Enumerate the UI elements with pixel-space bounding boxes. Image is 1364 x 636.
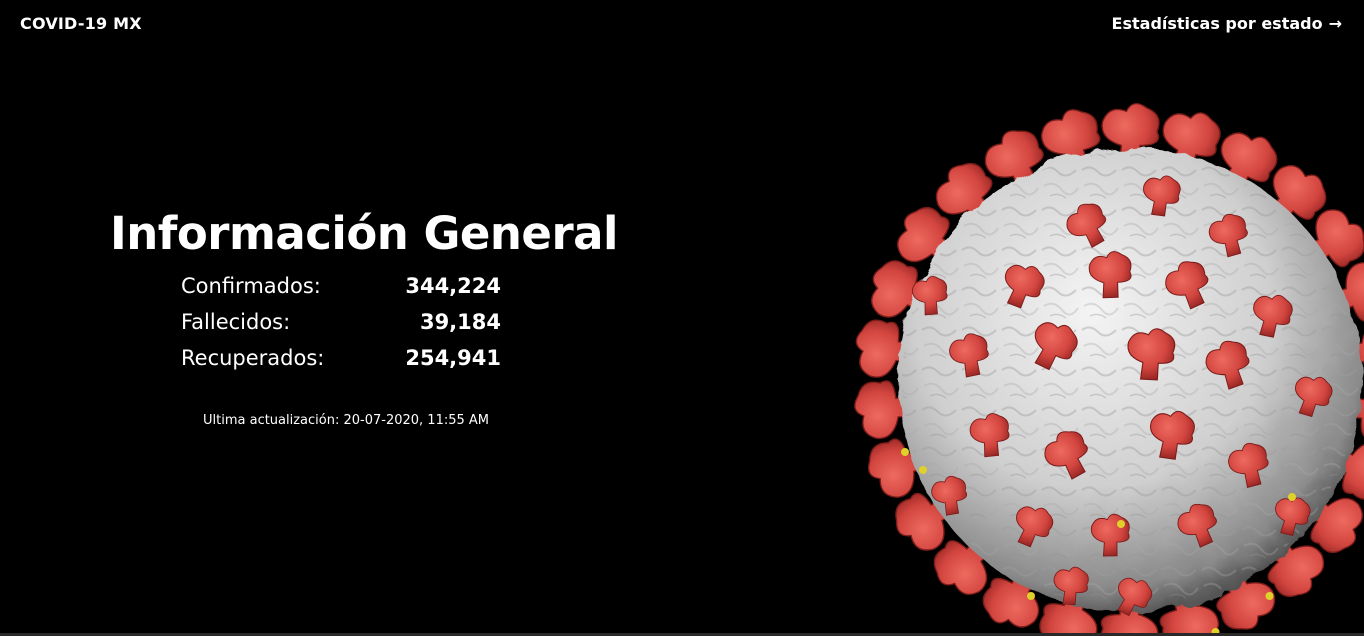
virus-spikes-front (911, 175, 1333, 617)
virus-spike (911, 276, 948, 316)
virus-spike (1165, 261, 1209, 310)
virus-spike (1127, 328, 1176, 381)
last-updated-text: Ultima actualización: 20-07-2020, 11:55 … (203, 413, 490, 428)
virus-spike (969, 413, 1010, 458)
state-statistics-link[interactable]: Estadísticas por estado → (1112, 14, 1342, 33)
virus-dot (1027, 592, 1035, 600)
state-statistics-label: Estadísticas por estado (1111, 14, 1323, 33)
stat-label-recovered: Recuperados: (181, 346, 325, 370)
stat-row-confirmed: Confirmados: 344,224 (181, 274, 501, 310)
virus-spike (1066, 203, 1107, 249)
virus-dot (919, 466, 927, 474)
virus-dot (1265, 592, 1274, 600)
stat-value-deaths: 39,184 (419, 310, 501, 334)
virus-spike (1228, 442, 1269, 489)
virus-spike (1177, 503, 1217, 548)
stat-row-recovered: Recuperados: 254,941 (181, 346, 501, 382)
page-title: Información General (110, 207, 618, 260)
virus-spike (1117, 577, 1153, 617)
virus-spike (931, 475, 968, 516)
stat-label-confirmed: Confirmados: (181, 274, 321, 298)
coronavirus-icon (854, 103, 1364, 636)
stat-value-confirmed: 344,224 (405, 274, 501, 298)
virus-spike (1004, 264, 1045, 309)
stat-value-recovered: 254,941 (405, 346, 501, 370)
virus-spike (1208, 213, 1248, 258)
stat-label-deaths: Fallecidos: (181, 310, 291, 334)
virus-spike (854, 380, 920, 440)
virus-spike (1016, 506, 1054, 548)
virus-spike (1275, 497, 1311, 537)
virus-spike (1295, 376, 1333, 418)
stat-row-deaths: Fallecidos: 39,184 (181, 310, 501, 346)
coronavirus-illustration (800, 80, 1364, 636)
virus-spike (1034, 322, 1078, 371)
virus-texture (902, 152, 1358, 608)
virus-spike (855, 319, 920, 378)
brand-logo-link[interactable]: COVID-19 MX (20, 14, 142, 33)
virus-spike (1143, 175, 1181, 217)
virus-dots (901, 448, 1296, 636)
virus-spike (1088, 251, 1132, 299)
virus-spike (1053, 566, 1089, 606)
virus-spike (1149, 410, 1195, 460)
virus-dot (901, 448, 909, 456)
virus-spike (949, 333, 989, 378)
virus-spike (1101, 103, 1160, 167)
virus-spike (1205, 340, 1250, 390)
bottom-divider (0, 633, 1364, 636)
arrow-right-icon: → (1328, 14, 1342, 33)
virus-dot (1288, 493, 1296, 501)
virus-spike (1253, 294, 1293, 338)
virus-dot (1117, 520, 1125, 528)
stats-list: Confirmados: 344,224 Fallecidos: 39,184 … (181, 274, 501, 382)
virus-spike (1044, 431, 1088, 480)
virus-spikes-back (854, 103, 1364, 636)
